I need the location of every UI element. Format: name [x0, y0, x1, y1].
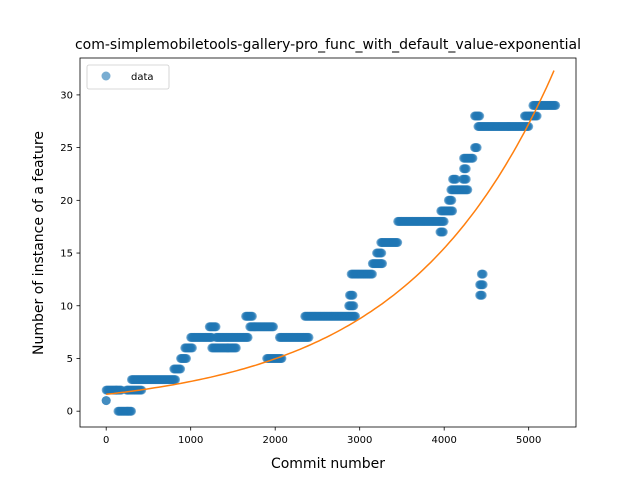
- plot-background: [80, 58, 576, 427]
- data-point: [461, 174, 471, 184]
- x-tick-label: 2000: [262, 435, 287, 446]
- data-point: [243, 332, 253, 342]
- data-point: [463, 185, 473, 195]
- x-tick-label: 4000: [431, 435, 456, 446]
- data-point: [247, 311, 257, 321]
- data-point: [187, 343, 197, 353]
- data-point: [231, 343, 241, 353]
- x-tick-label: 3000: [347, 435, 372, 446]
- y-tick-label: 5: [67, 354, 73, 365]
- y-axis-label: Number of instance of a feature: [31, 131, 47, 355]
- data-point: [171, 375, 180, 385]
- data-point: [101, 396, 111, 406]
- data-point: [182, 354, 191, 363]
- y-tick-label: 20: [60, 196, 73, 207]
- data-point: [468, 153, 478, 163]
- fit-line: [106, 70, 555, 396]
- data-point: [377, 248, 387, 258]
- x-tick-label: 5000: [516, 435, 541, 446]
- data-layer: [101, 100, 561, 416]
- legend: data: [86, 64, 170, 90]
- data-point: [211, 322, 221, 332]
- data-point: [367, 269, 377, 279]
- data-point: [478, 269, 488, 279]
- data-point: [304, 332, 314, 342]
- data-point: [378, 259, 387, 269]
- data-point: [348, 290, 358, 300]
- chart-title: com-simplemobiletools-gallery-pro_func_w…: [75, 37, 581, 53]
- data-point: [438, 227, 448, 237]
- data-point: [551, 100, 561, 110]
- y-tick-label: 0: [67, 407, 73, 418]
- y-tick-label: 25: [60, 143, 73, 154]
- data-point: [478, 280, 488, 290]
- data-point: [447, 195, 457, 205]
- data-point: [475, 111, 485, 121]
- y-axis: 0 5 10 15 20 25 30: [60, 90, 80, 418]
- data-point: [532, 111, 542, 121]
- x-tick-label: 0: [103, 435, 109, 446]
- data-point: [439, 216, 449, 226]
- data-point: [451, 174, 461, 184]
- x-axis-label: Commit number: [271, 456, 385, 472]
- data-point: [461, 164, 471, 174]
- y-tick-label: 10: [60, 301, 73, 312]
- plot-area: [79, 57, 577, 428]
- data-point: [269, 322, 278, 332]
- data-point: [448, 206, 458, 216]
- data-point: [349, 301, 359, 311]
- data-point: [393, 238, 403, 247]
- x-axis: 0 1000 2000 3000 4000 5000: [103, 427, 541, 446]
- data-point: [176, 364, 186, 374]
- data-point: [477, 290, 487, 300]
- y-tick-label: 15: [60, 249, 73, 260]
- data-point: [472, 143, 482, 153]
- data-point: [127, 406, 136, 416]
- y-tick-label: 30: [60, 90, 73, 101]
- legend-box: [86, 64, 170, 90]
- fit-layer: [106, 70, 555, 396]
- x-tick-label: 1000: [178, 435, 203, 446]
- data-point: [351, 311, 360, 321]
- legend-marker-data: [101, 71, 111, 81]
- plot-frame: [79, 57, 577, 428]
- legend-label-data: data: [131, 72, 154, 83]
